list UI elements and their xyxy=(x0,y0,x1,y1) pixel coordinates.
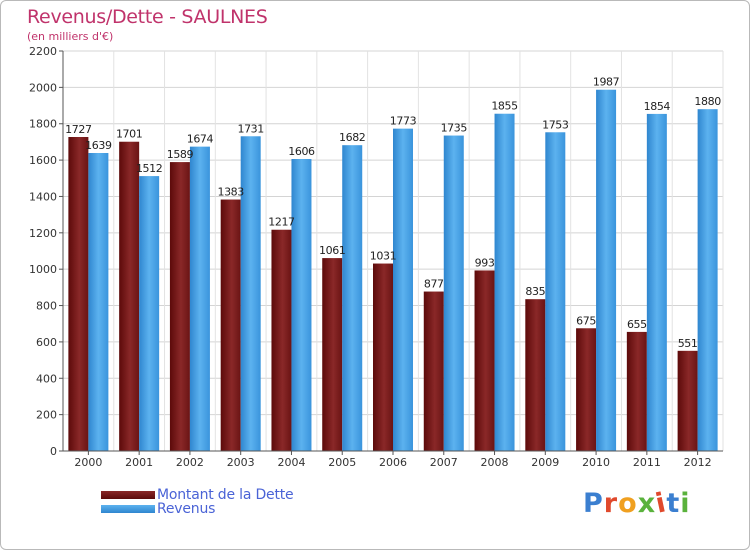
bar-dette xyxy=(169,162,190,451)
y-tick-label: 0 xyxy=(50,445,57,458)
data-label-dette: 1701 xyxy=(116,128,142,141)
data-label-revenus: 1987 xyxy=(593,76,620,89)
data-label-dette: 1061 xyxy=(319,244,345,257)
bar-revenus xyxy=(240,136,261,452)
bar-dette xyxy=(474,270,495,451)
bar-revenus xyxy=(697,109,718,451)
bar-dette xyxy=(626,331,647,451)
x-tick-label: 2007 xyxy=(430,456,458,469)
y-tick-label: 800 xyxy=(36,300,57,313)
data-label-revenus: 1512 xyxy=(136,162,162,175)
bar-revenus xyxy=(88,153,109,451)
chart-subtitle: (en milliers d'€) xyxy=(27,30,114,43)
y-tick-label: 1600 xyxy=(29,154,57,167)
bar-revenus xyxy=(646,113,667,451)
axes: 0 200 400 600 800 1000 1200 1400 1600 1800 2000 220… xyxy=(29,45,723,469)
bar-revenus xyxy=(342,145,363,451)
x-tick-label: 2004 xyxy=(277,456,305,469)
bar-dette xyxy=(322,258,343,451)
data-label-dette: 1589 xyxy=(167,148,194,161)
logo-letter: r xyxy=(603,488,619,519)
data-label-revenus: 1682 xyxy=(339,131,365,144)
bar-revenus xyxy=(545,132,566,452)
y-tick-label: 600 xyxy=(36,336,57,349)
y-tick-label: 200 xyxy=(36,409,57,422)
x-tick-label: 2002 xyxy=(176,456,204,469)
logo-letter: i xyxy=(680,488,691,519)
legend-swatch-dette xyxy=(101,491,155,499)
bar-dette xyxy=(220,199,241,451)
legend-label-dette: Montant de la Dette xyxy=(157,487,294,503)
x-tick-label: 2001 xyxy=(125,456,153,469)
legend-swatch-revenus xyxy=(101,505,155,513)
y-tick-label: 1800 xyxy=(29,118,57,131)
data-label-revenus: 1854 xyxy=(644,100,671,113)
bar-revenus xyxy=(443,135,464,451)
y-tick-label: 1400 xyxy=(29,190,57,203)
x-tick-label: 2008 xyxy=(481,456,509,469)
y-tick-label: 400 xyxy=(36,372,57,385)
data-label-revenus: 1735 xyxy=(441,122,468,135)
bar-revenus xyxy=(494,113,515,452)
data-label-revenus: 1880 xyxy=(694,95,721,108)
bar-revenus xyxy=(596,89,617,452)
data-label-dette: 551 xyxy=(678,337,698,350)
data-label-dette: 675 xyxy=(576,314,596,327)
logo-letter: x xyxy=(637,488,657,519)
data-label-revenus: 1753 xyxy=(542,118,569,131)
bar-revenus xyxy=(393,128,413,451)
x-tick-label: 2003 xyxy=(227,456,255,469)
data-label-dette: 1031 xyxy=(370,250,396,263)
data-label-dette: 1727 xyxy=(65,123,92,136)
x-tick-label: 2005 xyxy=(328,456,356,469)
data-label-dette: 993 xyxy=(475,256,495,269)
logo-letter: t xyxy=(666,488,681,519)
bar-dette xyxy=(576,328,597,451)
chart-title: Revenus/Dette - SAULNES xyxy=(27,6,268,28)
x-tick-label: 2011 xyxy=(633,456,661,469)
data-label-revenus: 1639 xyxy=(85,139,112,152)
data-label-dette: 655 xyxy=(627,318,647,331)
proxiti-logo: Proxiti xyxy=(583,487,691,519)
bar-revenus xyxy=(139,176,160,451)
data-label-dette: 1217 xyxy=(268,216,295,229)
y-tick-label: 1200 xyxy=(29,227,57,240)
data-label-dette: 877 xyxy=(424,278,444,291)
bar-dette xyxy=(68,137,89,451)
bar-dette xyxy=(525,299,546,451)
data-label-dette: 835 xyxy=(525,285,545,298)
bars xyxy=(68,89,718,452)
logo-letter: P xyxy=(583,488,604,519)
y-tick-label: 2200 xyxy=(29,45,57,58)
x-tick-label: 2012 xyxy=(684,456,712,469)
bar-revenus xyxy=(189,146,210,452)
x-tick-label: 2000 xyxy=(74,456,102,469)
data-label-dette: 1383 xyxy=(217,186,244,199)
x-tick-label: 2009 xyxy=(531,456,559,469)
bar-dette xyxy=(677,350,698,451)
data-label-revenus: 1731 xyxy=(237,122,263,135)
x-tick-label: 2006 xyxy=(379,456,407,469)
data-label-revenus: 1855 xyxy=(491,100,518,113)
data-label-revenus: 1773 xyxy=(390,115,417,128)
data-label-revenus: 1674 xyxy=(187,133,214,146)
value-labels: 1727 1639 1701 1512 1589 1674 1383 1731 1217 1606… xyxy=(65,76,721,350)
y-tick-label: 1000 xyxy=(29,263,57,276)
data-label-revenus: 1606 xyxy=(288,145,315,158)
bar-dette xyxy=(423,291,444,451)
bar-dette xyxy=(271,229,292,451)
logo-letter: o xyxy=(618,488,638,519)
legend-label-revenus: Revenus xyxy=(157,501,216,517)
bar-dette xyxy=(119,141,140,451)
bar-revenus xyxy=(291,159,312,451)
bar-dette xyxy=(373,263,393,451)
y-tick-label: 2000 xyxy=(29,81,57,94)
x-tick-label: 2010 xyxy=(582,456,610,469)
